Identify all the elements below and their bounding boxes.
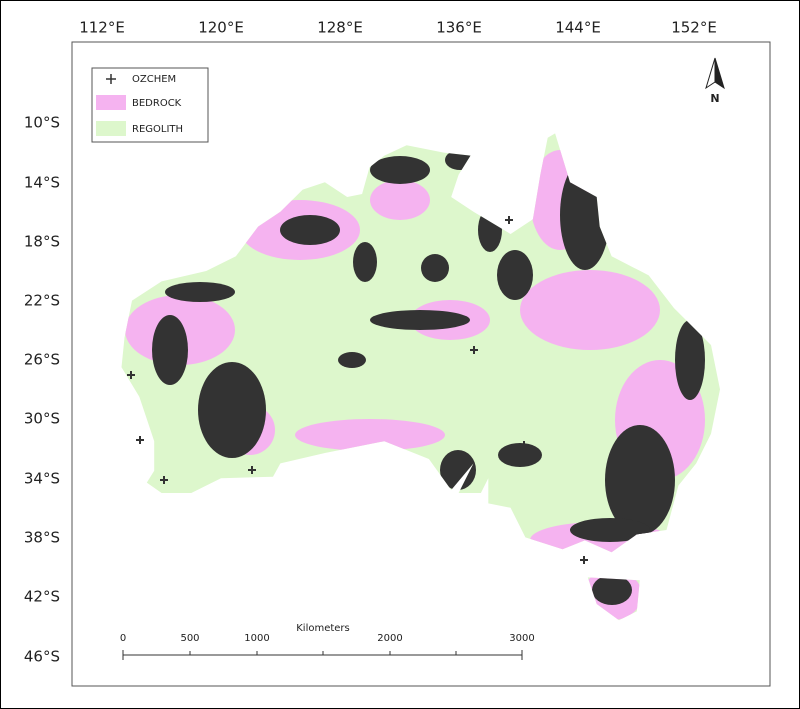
lon-label: 136°E — [436, 19, 482, 37]
lat-label: 42°S — [24, 588, 60, 606]
scale-bar: Kilometers 0 500 1000 2000 3000 — [120, 623, 535, 660]
scale-label: 0 — [120, 633, 126, 644]
latitude-labels: 10°S 14°S 18°S 22°S 26°S 30°S 34°S 38°S … — [24, 114, 60, 666]
legend-label: BEDROCK — [132, 98, 182, 109]
north-arrow: N — [705, 57, 725, 105]
legend-symbol — [106, 74, 116, 84]
lon-label: 128°E — [317, 19, 363, 37]
longitude-labels: 112°E 120°E 128°E 136°E 144°E 152°E — [79, 19, 717, 37]
scale-label: 3000 — [509, 633, 534, 644]
lat-label: 22°S — [24, 292, 60, 310]
lat-label: 18°S — [24, 233, 60, 251]
lat-label: 30°S — [24, 410, 60, 428]
lon-label: 144°E — [555, 19, 601, 37]
legend-symbol — [96, 95, 126, 110]
lon-label: 152°E — [671, 19, 717, 37]
scale-title: Kilometers — [296, 623, 350, 634]
north-label: N — [710, 92, 719, 105]
lat-label: 38°S — [24, 529, 60, 547]
lat-label: 14°S — [24, 174, 60, 192]
scale-label: 500 — [180, 633, 199, 644]
lat-label: 26°S — [24, 351, 60, 369]
lat-label: 34°S — [24, 470, 60, 488]
lon-label: 112°E — [79, 19, 125, 37]
lat-label: 10°S — [24, 114, 60, 132]
scale-label: 1000 — [244, 633, 269, 644]
lon-label: 120°E — [198, 19, 244, 37]
legend-symbol — [96, 121, 126, 136]
scale-label: 2000 — [377, 633, 402, 644]
legend-label: OZCHEM — [132, 74, 176, 85]
legend-label: REGOLITH — [132, 124, 183, 135]
lat-label: 46°S — [24, 648, 60, 666]
legend: OZCHEM BEDROCK REGOLITH — [91, 67, 209, 143]
ozchem-scatter — [127, 216, 588, 564]
